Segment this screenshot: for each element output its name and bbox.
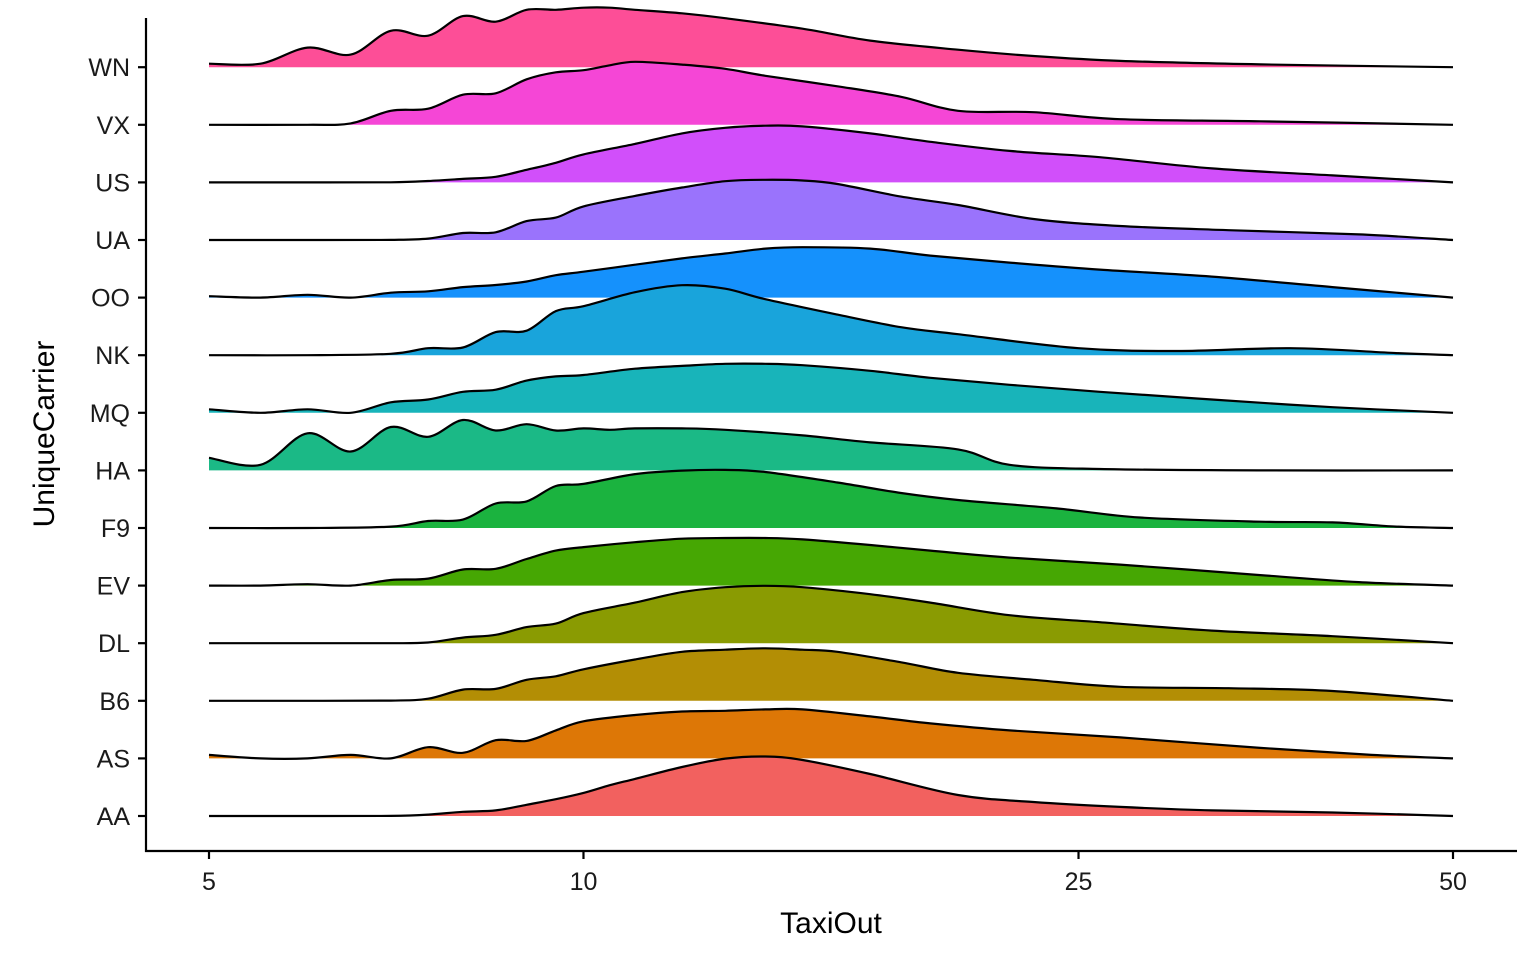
ridge-outline-aa (209, 755, 1454, 818)
y-tick-label-vx: VX (97, 112, 131, 140)
ridge-area-us (209, 125, 1453, 183)
y-tick-label-as: AS (97, 745, 130, 773)
ridge-outline-vx (208, 60, 1454, 126)
ridge-outline-nk (208, 283, 1454, 357)
ridge-aa (209, 755, 1454, 818)
ridges-layer (208, 6, 1454, 818)
y-tick-label-f9: F9 (101, 515, 130, 543)
y-tick-label-ua: UA (95, 227, 130, 255)
ridge-area-nk (209, 285, 1453, 356)
x-axis-ticks: 5 10 25 50 (202, 851, 1467, 896)
ridge-as (208, 707, 1454, 760)
ridge-outline-oo (208, 246, 1454, 299)
ridge-outline-ua (209, 178, 1454, 242)
y-tick-label-nk: NK (95, 342, 130, 370)
ridge-area-mq (209, 363, 1453, 413)
ridge-outline-wn (208, 6, 1454, 69)
ridge-outline-ev (208, 536, 1454, 587)
y-tick-label-dl: DL (98, 630, 130, 658)
ridge-b6 (209, 647, 1454, 702)
ridge-area-dl (209, 585, 1453, 644)
y-tick-label-b6: B6 (99, 688, 130, 716)
ridge-area-as (209, 708, 1453, 759)
x-tick-label-50: 50 (1439, 868, 1467, 896)
ridge-area-ha (209, 419, 1453, 471)
ridge-outline-us (209, 124, 1454, 184)
ridge-us (209, 124, 1454, 184)
ridge-mq (208, 362, 1454, 415)
ridge-area-oo (209, 247, 1453, 298)
ridge-outline-dl (209, 584, 1454, 645)
y-tick-label-ev: EV (97, 573, 131, 601)
ridge-area-wn (209, 7, 1453, 68)
y-tick-label-us: US (95, 169, 130, 197)
ridge-area-ev (209, 537, 1453, 586)
ridge-area-b6 (209, 648, 1453, 701)
ridge-f9 (208, 468, 1454, 530)
ridge-area-f9 (209, 469, 1453, 529)
ridge-wn (208, 6, 1454, 69)
ridge-dl (209, 584, 1454, 645)
ridge-outline-ha (208, 418, 1454, 472)
x-tick-label-5: 5 (202, 868, 216, 896)
y-tick-label-oo: OO (91, 285, 130, 313)
ridge-outline-f9 (208, 468, 1454, 530)
ridge-area-ua (209, 179, 1453, 241)
y-axis-title: UniqueCarrier (28, 341, 61, 528)
ridge-outline-as (208, 707, 1454, 760)
ridge-ha (208, 418, 1454, 472)
y-tick-label-ha: HA (95, 457, 130, 485)
y-axis-ticks: WN VX US UA OO NK MQ HA F9 EV DL B6 AS AA (88, 54, 146, 831)
ridge-oo (208, 246, 1454, 299)
axes-layer: WN VX US UA OO NK MQ HA F9 EV DL B6 AS AA 5 10 25 50 (88, 18, 1517, 896)
x-tick-label-10: 10 (570, 868, 598, 896)
ridge-nk (208, 283, 1454, 357)
x-axis-title: TaxiOut (780, 907, 882, 940)
ridge-vx (208, 60, 1454, 126)
y-tick-label-mq: MQ (90, 400, 130, 428)
ridge-area-aa (209, 756, 1453, 817)
x-tick-label-25: 25 (1065, 868, 1093, 896)
ridge-ev (208, 536, 1454, 587)
ridge-ua (209, 178, 1454, 242)
y-tick-label-wn: WN (88, 54, 130, 82)
ridge-outline-b6 (209, 647, 1454, 702)
y-tick-label-aa: AA (97, 803, 131, 831)
ridge-outline-mq (208, 362, 1454, 415)
ridge-area-vx (209, 61, 1453, 125)
